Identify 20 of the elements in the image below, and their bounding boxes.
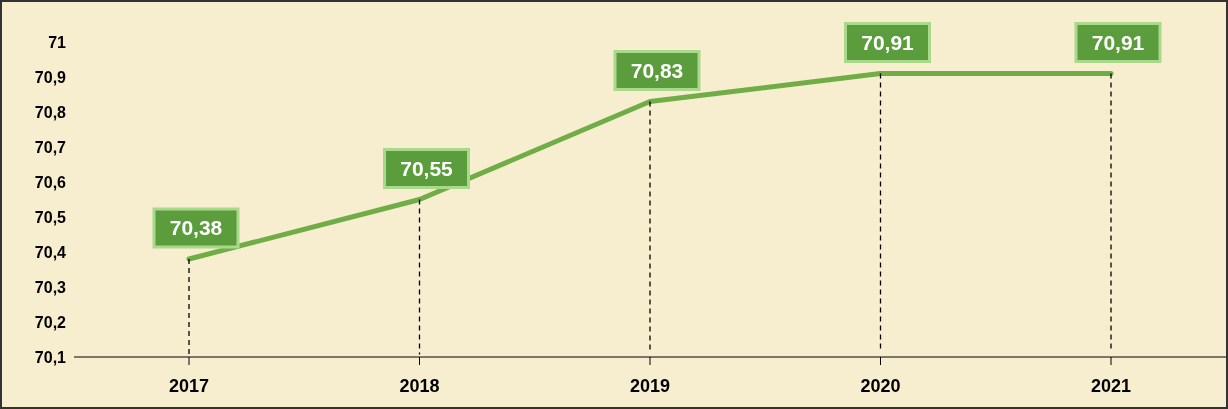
data-label: 70,83 [630,58,684,82]
y-tick-label: 70,4 [34,243,67,261]
y-tick-label: 70,3 [34,278,67,296]
data-label: 70,55 [400,156,454,180]
data-label: 70,91 [861,30,915,54]
x-tick-label: 2021 [1090,375,1132,396]
y-tick-label: 71 [48,33,67,51]
y-tick-label: 70,1 [34,348,67,366]
y-tick-label: 70,6 [34,173,67,191]
x-tick-label: 2020 [860,375,901,396]
data-label: 70,91 [1091,30,1145,54]
y-tick-label: 70,8 [34,103,67,121]
y-tick-label: 70,9 [34,68,67,86]
y-tick-label: 70,2 [34,313,67,331]
x-tick-label: 2019 [629,375,671,396]
data-label: 70,38 [169,216,223,239]
y-tick-label: 70,5 [34,208,67,226]
x-tick-label: 2017 [168,375,210,396]
x-tick-label: 2018 [399,375,440,396]
y-tick-label: 70,7 [34,138,67,156]
